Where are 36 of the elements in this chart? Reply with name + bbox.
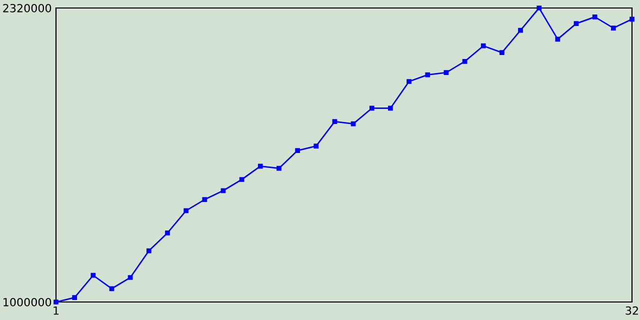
point bbox=[54, 300, 58, 304]
point bbox=[350, 121, 356, 126]
y-tick-label: 2320000 bbox=[3, 4, 52, 12]
point bbox=[332, 119, 338, 124]
point bbox=[500, 50, 504, 55]
point bbox=[406, 79, 412, 84]
point bbox=[369, 106, 374, 111]
point bbox=[444, 70, 449, 76]
x-tick-label: 32 bbox=[626, 306, 638, 315]
point bbox=[202, 197, 208, 202]
point bbox=[90, 272, 96, 278]
point bbox=[72, 295, 78, 300]
point bbox=[239, 177, 244, 182]
point bbox=[592, 14, 598, 20]
point bbox=[146, 248, 152, 254]
point bbox=[425, 72, 430, 78]
point bbox=[480, 43, 486, 48]
point bbox=[258, 164, 263, 169]
point bbox=[518, 28, 523, 33]
point bbox=[276, 166, 282, 171]
point bbox=[536, 6, 542, 10]
point bbox=[555, 36, 560, 42]
point bbox=[220, 188, 226, 194]
point bbox=[314, 144, 319, 149]
point bbox=[128, 275, 133, 280]
point bbox=[574, 21, 579, 26]
point bbox=[109, 286, 114, 292]
point bbox=[388, 106, 393, 111]
point bbox=[295, 148, 300, 153]
point bbox=[184, 208, 188, 214]
point bbox=[165, 230, 170, 236]
point bbox=[462, 59, 468, 64]
x-tick-label: 1 bbox=[54, 306, 59, 315]
point bbox=[610, 26, 616, 30]
point bbox=[630, 16, 634, 22]
y-tick-label: 1000000 bbox=[4, 298, 52, 306]
